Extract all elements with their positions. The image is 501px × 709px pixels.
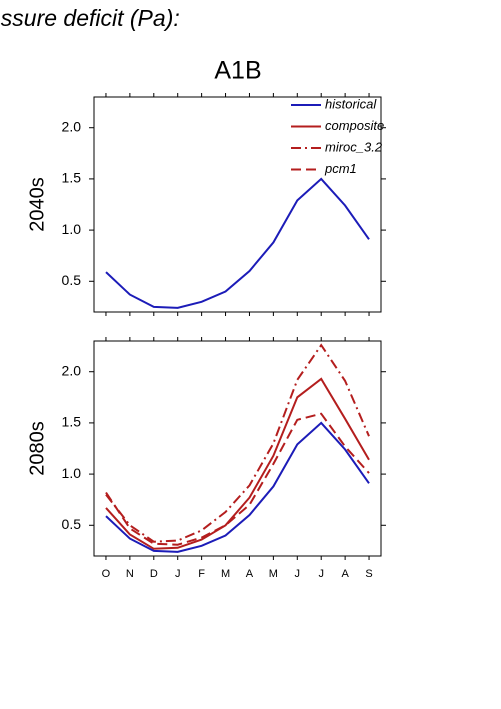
x-tick-label: N bbox=[126, 568, 134, 580]
y-axis-label: 2040s bbox=[26, 177, 48, 232]
legend-label: composite bbox=[325, 118, 384, 133]
y-tick-label: 1.5 bbox=[62, 170, 82, 186]
y-tick-label: 1.5 bbox=[62, 414, 82, 430]
x-tick-label: M bbox=[221, 568, 230, 580]
series-line bbox=[105, 377, 370, 550]
x-tick-label: S bbox=[365, 568, 372, 580]
series-line bbox=[105, 412, 370, 546]
plot-frame bbox=[93, 96, 382, 313]
series-line bbox=[105, 177, 370, 309]
x-tick-label: J bbox=[318, 568, 324, 580]
legend-label: pcm1 bbox=[324, 161, 357, 176]
series-line bbox=[105, 421, 370, 553]
x-tick-label: F bbox=[198, 568, 205, 580]
y-tick-label: 2.0 bbox=[62, 118, 82, 134]
scenario-title: A1B bbox=[214, 57, 261, 85]
x-tick-label: D bbox=[150, 568, 158, 580]
x-tick-label: M bbox=[269, 568, 278, 580]
x-tick-label: J bbox=[175, 568, 181, 580]
legend-label: historical bbox=[325, 96, 377, 111]
x-tick-label: O bbox=[102, 568, 111, 580]
page-title: essure deficit (Pa): bbox=[0, 5, 180, 31]
y-axis-label: 2080s bbox=[26, 421, 48, 476]
y-tick-label: 1.0 bbox=[62, 221, 82, 237]
x-tick-label: A bbox=[246, 568, 254, 580]
y-tick-label: 0.5 bbox=[62, 272, 82, 288]
x-tick-label: A bbox=[341, 568, 349, 580]
series-line bbox=[105, 343, 370, 543]
legend-label: miroc_3.2 bbox=[325, 139, 383, 154]
x-tick-label: J bbox=[295, 568, 301, 580]
y-tick-label: 2.0 bbox=[62, 362, 82, 378]
y-tick-label: 1.0 bbox=[62, 465, 82, 481]
plot-frame bbox=[93, 340, 382, 557]
y-tick-label: 0.5 bbox=[62, 516, 82, 532]
